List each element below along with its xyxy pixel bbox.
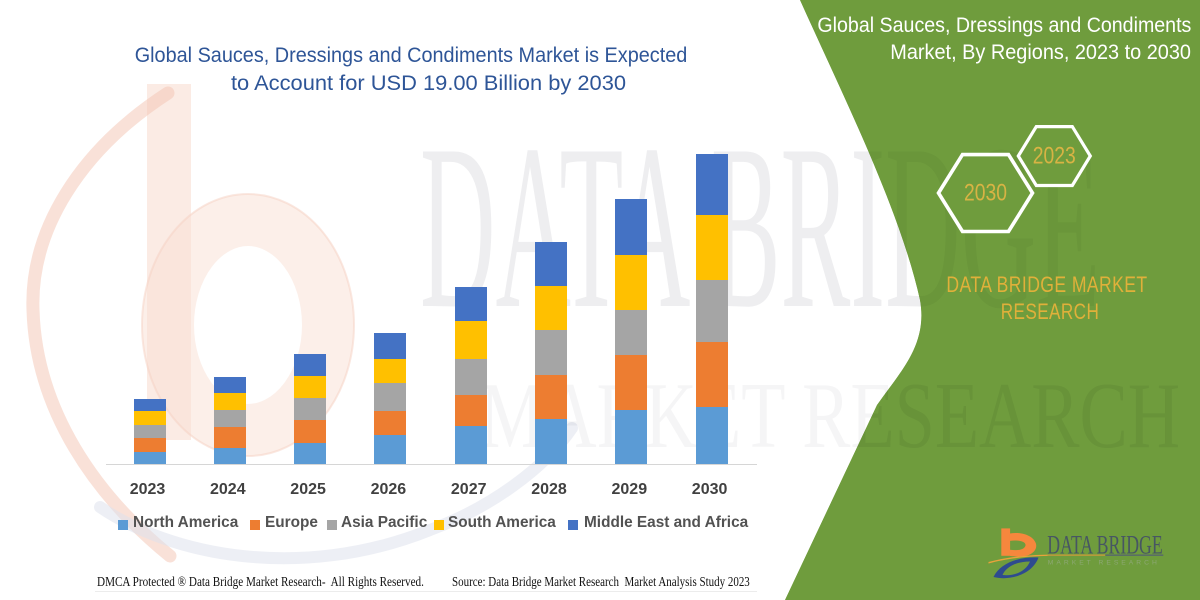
svg-text:2030: 2030 xyxy=(964,180,1007,207)
svg-text:MARKET RESEARCH: MARKET RESEARCH xyxy=(1048,560,1160,567)
svg-text:DATA BRIDGE: DATA BRIDGE xyxy=(1047,530,1162,559)
svg-text:2023: 2023 xyxy=(1033,143,1076,170)
